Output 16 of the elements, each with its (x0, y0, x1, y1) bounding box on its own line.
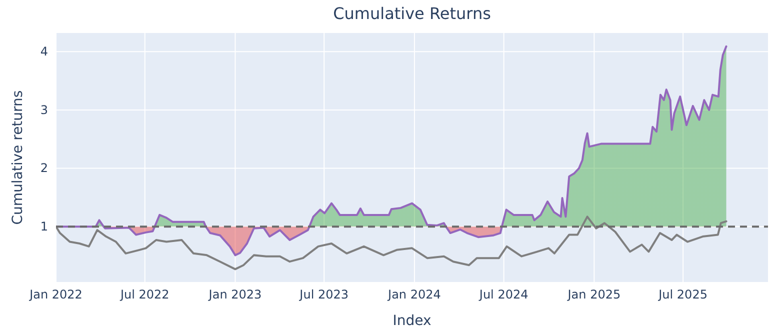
y-axis-title: Cumulative returns (10, 90, 26, 225)
y-tick-label: 3 (40, 102, 48, 117)
x-tick-label: Jan 2024 (387, 288, 441, 302)
y-tick-label: 4 (40, 44, 48, 58)
y-tick-label: 2 (40, 161, 48, 176)
x-tick-label: Jul 2025 (658, 288, 708, 302)
x-tick-label: Jan 2025 (566, 288, 621, 302)
x-tick-label: Jul 2024 (478, 288, 528, 302)
x-tick-label: Jan 2022 (28, 288, 82, 302)
x-tick-label: Jul 2022 (119, 288, 170, 302)
x-tick-label: Jan 2023 (208, 288, 262, 302)
y-tick-label: 1 (40, 219, 48, 234)
x-tick-label: Jul 2023 (298, 288, 349, 302)
x-axis-title: Index (392, 313, 432, 329)
line-series (56, 216, 728, 270)
chart-title: Cumulative Returns (333, 4, 491, 23)
